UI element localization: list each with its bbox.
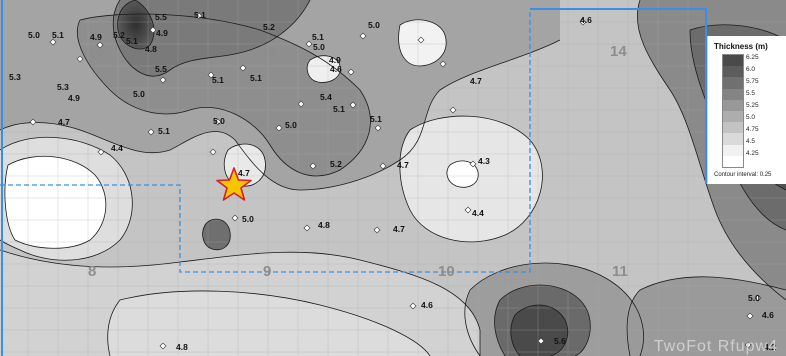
legend-tick: 5.75 — [746, 78, 759, 85]
legend-swatch — [723, 66, 743, 78]
legend-swatch — [723, 88, 743, 100]
legend-tick: 6.25 — [746, 54, 759, 61]
value-label: 5.0 — [313, 42, 325, 52]
value-label: 5.0 — [213, 116, 225, 126]
value-label: 4.7 — [397, 160, 409, 170]
value-label: 5.1 — [212, 75, 224, 85]
value-label: 5.0 — [285, 120, 297, 130]
section-label: 16 — [260, 45, 277, 62]
value-label: 5.6 — [554, 336, 566, 346]
value-label: 4.7 — [470, 76, 482, 86]
value-label: 4.7 — [238, 168, 250, 178]
value-label: 5.0 — [133, 89, 145, 99]
value-label: 5.0 — [28, 30, 40, 40]
value-label: 4.8 — [145, 44, 157, 54]
value-label: 5.4 — [320, 92, 332, 102]
value-label: 4.9 — [156, 28, 168, 38]
legend-swatch — [723, 99, 743, 111]
value-label: 5.3 — [57, 82, 69, 92]
well-markers — [29, 12, 762, 350]
value-label: 4.6 — [580, 15, 592, 25]
value-label: 4.2 — [764, 342, 776, 352]
section-label: 14 — [610, 43, 627, 60]
value-label: 5.5 — [155, 64, 167, 74]
legend-swatch — [723, 110, 743, 123]
value-label: 4.3 — [478, 156, 490, 166]
value-label: 5.0 — [748, 293, 760, 303]
contour-interval-note: Contour interval: 0.25 — [714, 172, 772, 178]
value-label: 4.9 — [329, 55, 341, 65]
section-boundaries — [0, 12, 531, 273]
legend-swatch — [723, 77, 743, 89]
section-label: 8 — [88, 263, 96, 280]
legend-tick: 5.5 — [746, 90, 756, 97]
legend-swatch — [723, 155, 743, 167]
value-label: 5.1 — [333, 104, 345, 114]
value-label: 5.1 — [250, 73, 262, 83]
watermark: TwoFot Rfupw4 — [653, 338, 778, 355]
value-label: 4.6 — [762, 310, 774, 320]
legend-tick: 5.0 — [746, 114, 756, 121]
value-label: 4.8 — [176, 342, 188, 352]
section-numbers: 17 16 14 8 9 10 11 — [88, 43, 628, 280]
value-label: 5.0 — [368, 20, 380, 30]
value-label: 4.4 — [111, 143, 123, 153]
value-label: 5.1 — [312, 32, 324, 42]
value-label: 4.4 — [472, 208, 484, 218]
legend-tick: 6.0 — [746, 66, 756, 73]
section-label: 17 — [88, 47, 105, 64]
value-label: 4.9 — [68, 93, 80, 103]
value-label: 5.1 — [194, 10, 206, 20]
value-label: 5.2 — [263, 22, 275, 32]
value-label: 4.8 — [318, 220, 330, 230]
value-label: 5.1 — [126, 36, 138, 46]
value-label: 4.7 — [393, 224, 405, 234]
legend-tick: 5.25 — [746, 102, 759, 109]
legend-title: Thickness (m) — [714, 42, 768, 51]
value-label: 4.6 — [421, 300, 433, 310]
value-label: 5.0 — [242, 214, 254, 224]
thickness-legend: Thickness (m) 6.25 6.0 5.75 5.5 5.25 5.0… — [707, 36, 786, 184]
value-label: 5.1 — [370, 114, 382, 124]
legend-color-ramp — [722, 54, 744, 168]
value-label: 4.6 — [330, 64, 342, 74]
value-label: 5.1 — [158, 126, 170, 136]
section-label: 11 — [612, 263, 628, 280]
value-label: 5.2 — [330, 159, 342, 169]
legend-tick: 4.5 — [746, 138, 756, 145]
legend-tick: 4.25 — [746, 150, 759, 157]
star-icon — [216, 167, 252, 201]
value-label: 5.1 — [52, 30, 64, 40]
value-label: 5.3 — [9, 72, 21, 82]
value-label: 4.9 — [90, 32, 102, 42]
value-label: 5.2 — [113, 30, 125, 40]
legend-tick: 4.75 — [746, 126, 759, 133]
legend-swatch — [723, 55, 743, 67]
thickness-values: 5.0 5.1 4.9 5.2 5.1 5.5 4.9 4.8 5.1 5.2 … — [9, 10, 776, 352]
legend-swatch — [723, 133, 743, 145]
value-label: 4.7 — [58, 117, 70, 127]
section-label: 9 — [263, 263, 271, 280]
value-label: 5.5 — [155, 12, 167, 22]
legend-swatch — [723, 144, 743, 156]
legend-swatch — [723, 122, 743, 134]
section-label: 10 — [438, 263, 455, 280]
map-frame — [1, 0, 707, 356]
